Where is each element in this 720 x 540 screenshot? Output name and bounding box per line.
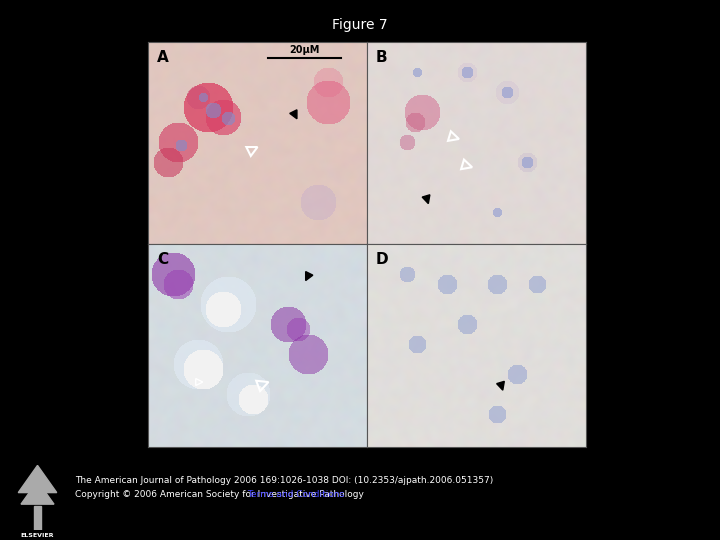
Text: Copyright © 2006 American Society for Investigative Pathology: Copyright © 2006 American Society for In… xyxy=(75,490,366,499)
Polygon shape xyxy=(497,381,504,390)
Text: 20μM: 20μM xyxy=(289,45,320,55)
Bar xyxy=(35,506,41,530)
Text: D: D xyxy=(376,252,388,267)
Polygon shape xyxy=(18,465,57,492)
Polygon shape xyxy=(306,272,312,281)
Text: C: C xyxy=(157,252,168,267)
Polygon shape xyxy=(289,110,297,119)
Text: ELSEVIER: ELSEVIER xyxy=(21,534,54,538)
Polygon shape xyxy=(422,195,430,204)
Polygon shape xyxy=(21,481,54,504)
Text: B: B xyxy=(376,50,387,65)
Text: A: A xyxy=(157,50,168,65)
Text: Terms and Conditions: Terms and Conditions xyxy=(247,490,344,499)
Text: Figure 7: Figure 7 xyxy=(332,18,388,32)
Text: The American Journal of Pathology 2006 169:1026-1038 DOI: (10.2353/ajpath.2006.0: The American Journal of Pathology 2006 1… xyxy=(75,476,493,485)
